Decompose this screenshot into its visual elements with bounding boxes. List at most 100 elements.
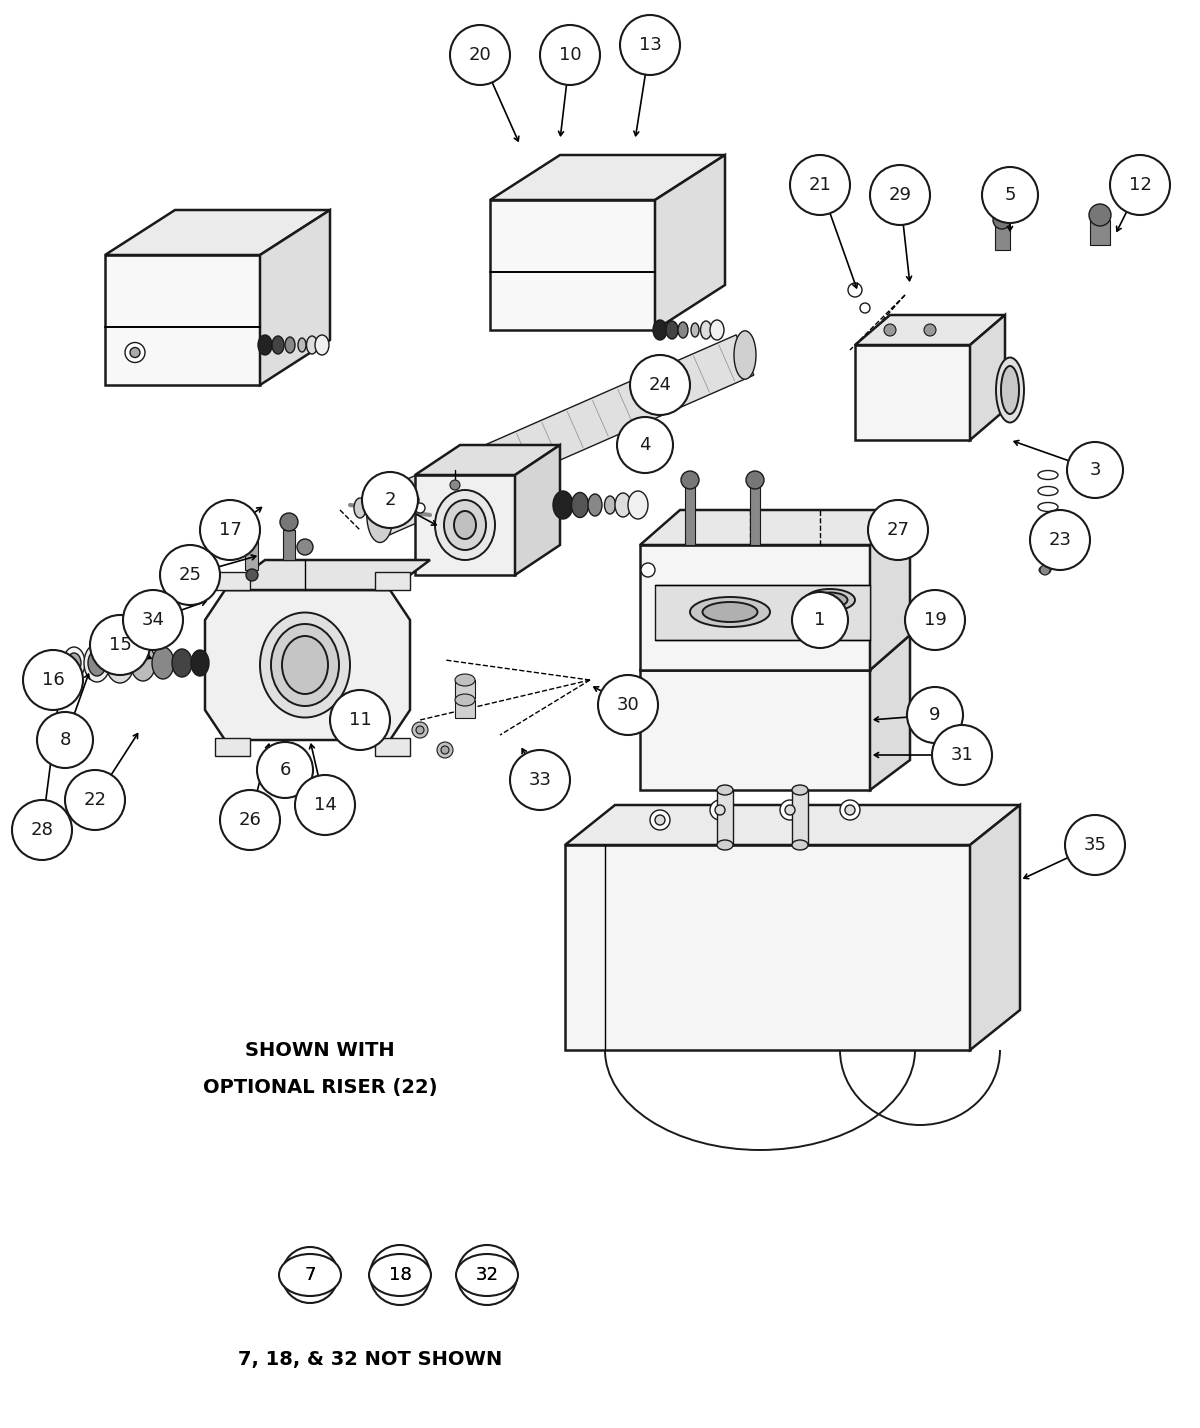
Circle shape: [540, 26, 600, 86]
Ellipse shape: [1038, 487, 1058, 496]
Text: 34: 34: [142, 611, 164, 628]
Polygon shape: [245, 540, 258, 570]
Ellipse shape: [444, 500, 486, 550]
Ellipse shape: [553, 491, 574, 518]
Ellipse shape: [271, 624, 340, 705]
Ellipse shape: [1039, 541, 1051, 548]
Text: 33: 33: [528, 771, 552, 790]
Polygon shape: [455, 700, 475, 718]
Ellipse shape: [370, 1254, 431, 1297]
Polygon shape: [854, 316, 1006, 346]
Polygon shape: [106, 210, 330, 256]
Polygon shape: [870, 510, 910, 670]
Circle shape: [870, 166, 930, 226]
Ellipse shape: [260, 613, 350, 717]
Text: 10: 10: [559, 46, 581, 64]
Text: 32: 32: [475, 1267, 498, 1284]
Circle shape: [442, 745, 449, 754]
Text: 22: 22: [84, 791, 107, 810]
Polygon shape: [374, 738, 410, 755]
Text: 19: 19: [924, 611, 947, 628]
Circle shape: [932, 725, 992, 785]
Ellipse shape: [106, 643, 134, 683]
Circle shape: [412, 723, 428, 738]
Text: 18: 18: [389, 1267, 412, 1284]
Ellipse shape: [272, 336, 284, 354]
Text: OPTIONAL RISER (22): OPTIONAL RISER (22): [203, 1078, 437, 1098]
Text: 20: 20: [469, 46, 491, 64]
Polygon shape: [640, 545, 870, 670]
Circle shape: [845, 805, 854, 815]
Ellipse shape: [454, 511, 476, 538]
Ellipse shape: [88, 650, 106, 675]
Polygon shape: [283, 530, 295, 560]
Ellipse shape: [996, 357, 1024, 423]
Circle shape: [682, 471, 698, 488]
Circle shape: [840, 800, 860, 820]
Text: 28: 28: [30, 821, 54, 840]
Circle shape: [620, 16, 680, 76]
Polygon shape: [792, 790, 808, 845]
Circle shape: [295, 775, 355, 835]
Polygon shape: [995, 226, 1010, 250]
Circle shape: [1040, 516, 1050, 526]
Circle shape: [257, 743, 313, 798]
Ellipse shape: [286, 337, 295, 353]
Circle shape: [125, 343, 145, 363]
Ellipse shape: [718, 840, 733, 850]
Ellipse shape: [1001, 366, 1019, 414]
Ellipse shape: [792, 785, 808, 795]
Circle shape: [617, 417, 673, 473]
Text: 2: 2: [384, 491, 396, 508]
Circle shape: [437, 743, 454, 758]
Polygon shape: [970, 805, 1020, 1050]
Circle shape: [370, 1245, 430, 1305]
Polygon shape: [750, 480, 760, 545]
Circle shape: [715, 805, 725, 815]
Text: 6: 6: [280, 761, 290, 780]
Ellipse shape: [628, 491, 648, 518]
Ellipse shape: [282, 635, 328, 694]
Polygon shape: [655, 156, 725, 330]
Ellipse shape: [152, 647, 174, 678]
Polygon shape: [205, 590, 410, 740]
Polygon shape: [565, 805, 1020, 845]
Circle shape: [416, 725, 424, 734]
Circle shape: [280, 513, 298, 531]
Ellipse shape: [616, 493, 631, 517]
Text: 35: 35: [1084, 835, 1106, 854]
Circle shape: [362, 473, 418, 528]
Circle shape: [450, 480, 460, 490]
Polygon shape: [1090, 220, 1110, 246]
Text: 32: 32: [475, 1267, 498, 1284]
Circle shape: [1090, 204, 1111, 226]
Polygon shape: [260, 210, 330, 386]
Ellipse shape: [84, 644, 110, 683]
Ellipse shape: [605, 496, 616, 514]
Text: 11: 11: [349, 711, 371, 730]
Ellipse shape: [1038, 518, 1058, 527]
Ellipse shape: [298, 338, 306, 351]
Ellipse shape: [43, 650, 61, 675]
Circle shape: [792, 593, 848, 648]
Circle shape: [1110, 156, 1170, 216]
Circle shape: [1040, 540, 1050, 550]
Ellipse shape: [456, 1254, 518, 1297]
Circle shape: [37, 713, 94, 768]
Ellipse shape: [131, 645, 156, 681]
Text: 9: 9: [929, 705, 941, 724]
Circle shape: [246, 568, 258, 581]
Circle shape: [655, 815, 665, 825]
Polygon shape: [565, 845, 970, 1050]
Ellipse shape: [258, 336, 272, 356]
Ellipse shape: [455, 694, 475, 705]
Ellipse shape: [571, 493, 588, 517]
Ellipse shape: [653, 320, 667, 340]
Text: 17: 17: [218, 521, 241, 538]
Circle shape: [23, 650, 83, 710]
Text: 8: 8: [59, 731, 71, 750]
Ellipse shape: [436, 490, 496, 560]
Text: 26: 26: [239, 811, 262, 830]
Ellipse shape: [306, 336, 318, 354]
Text: 27: 27: [887, 521, 910, 538]
